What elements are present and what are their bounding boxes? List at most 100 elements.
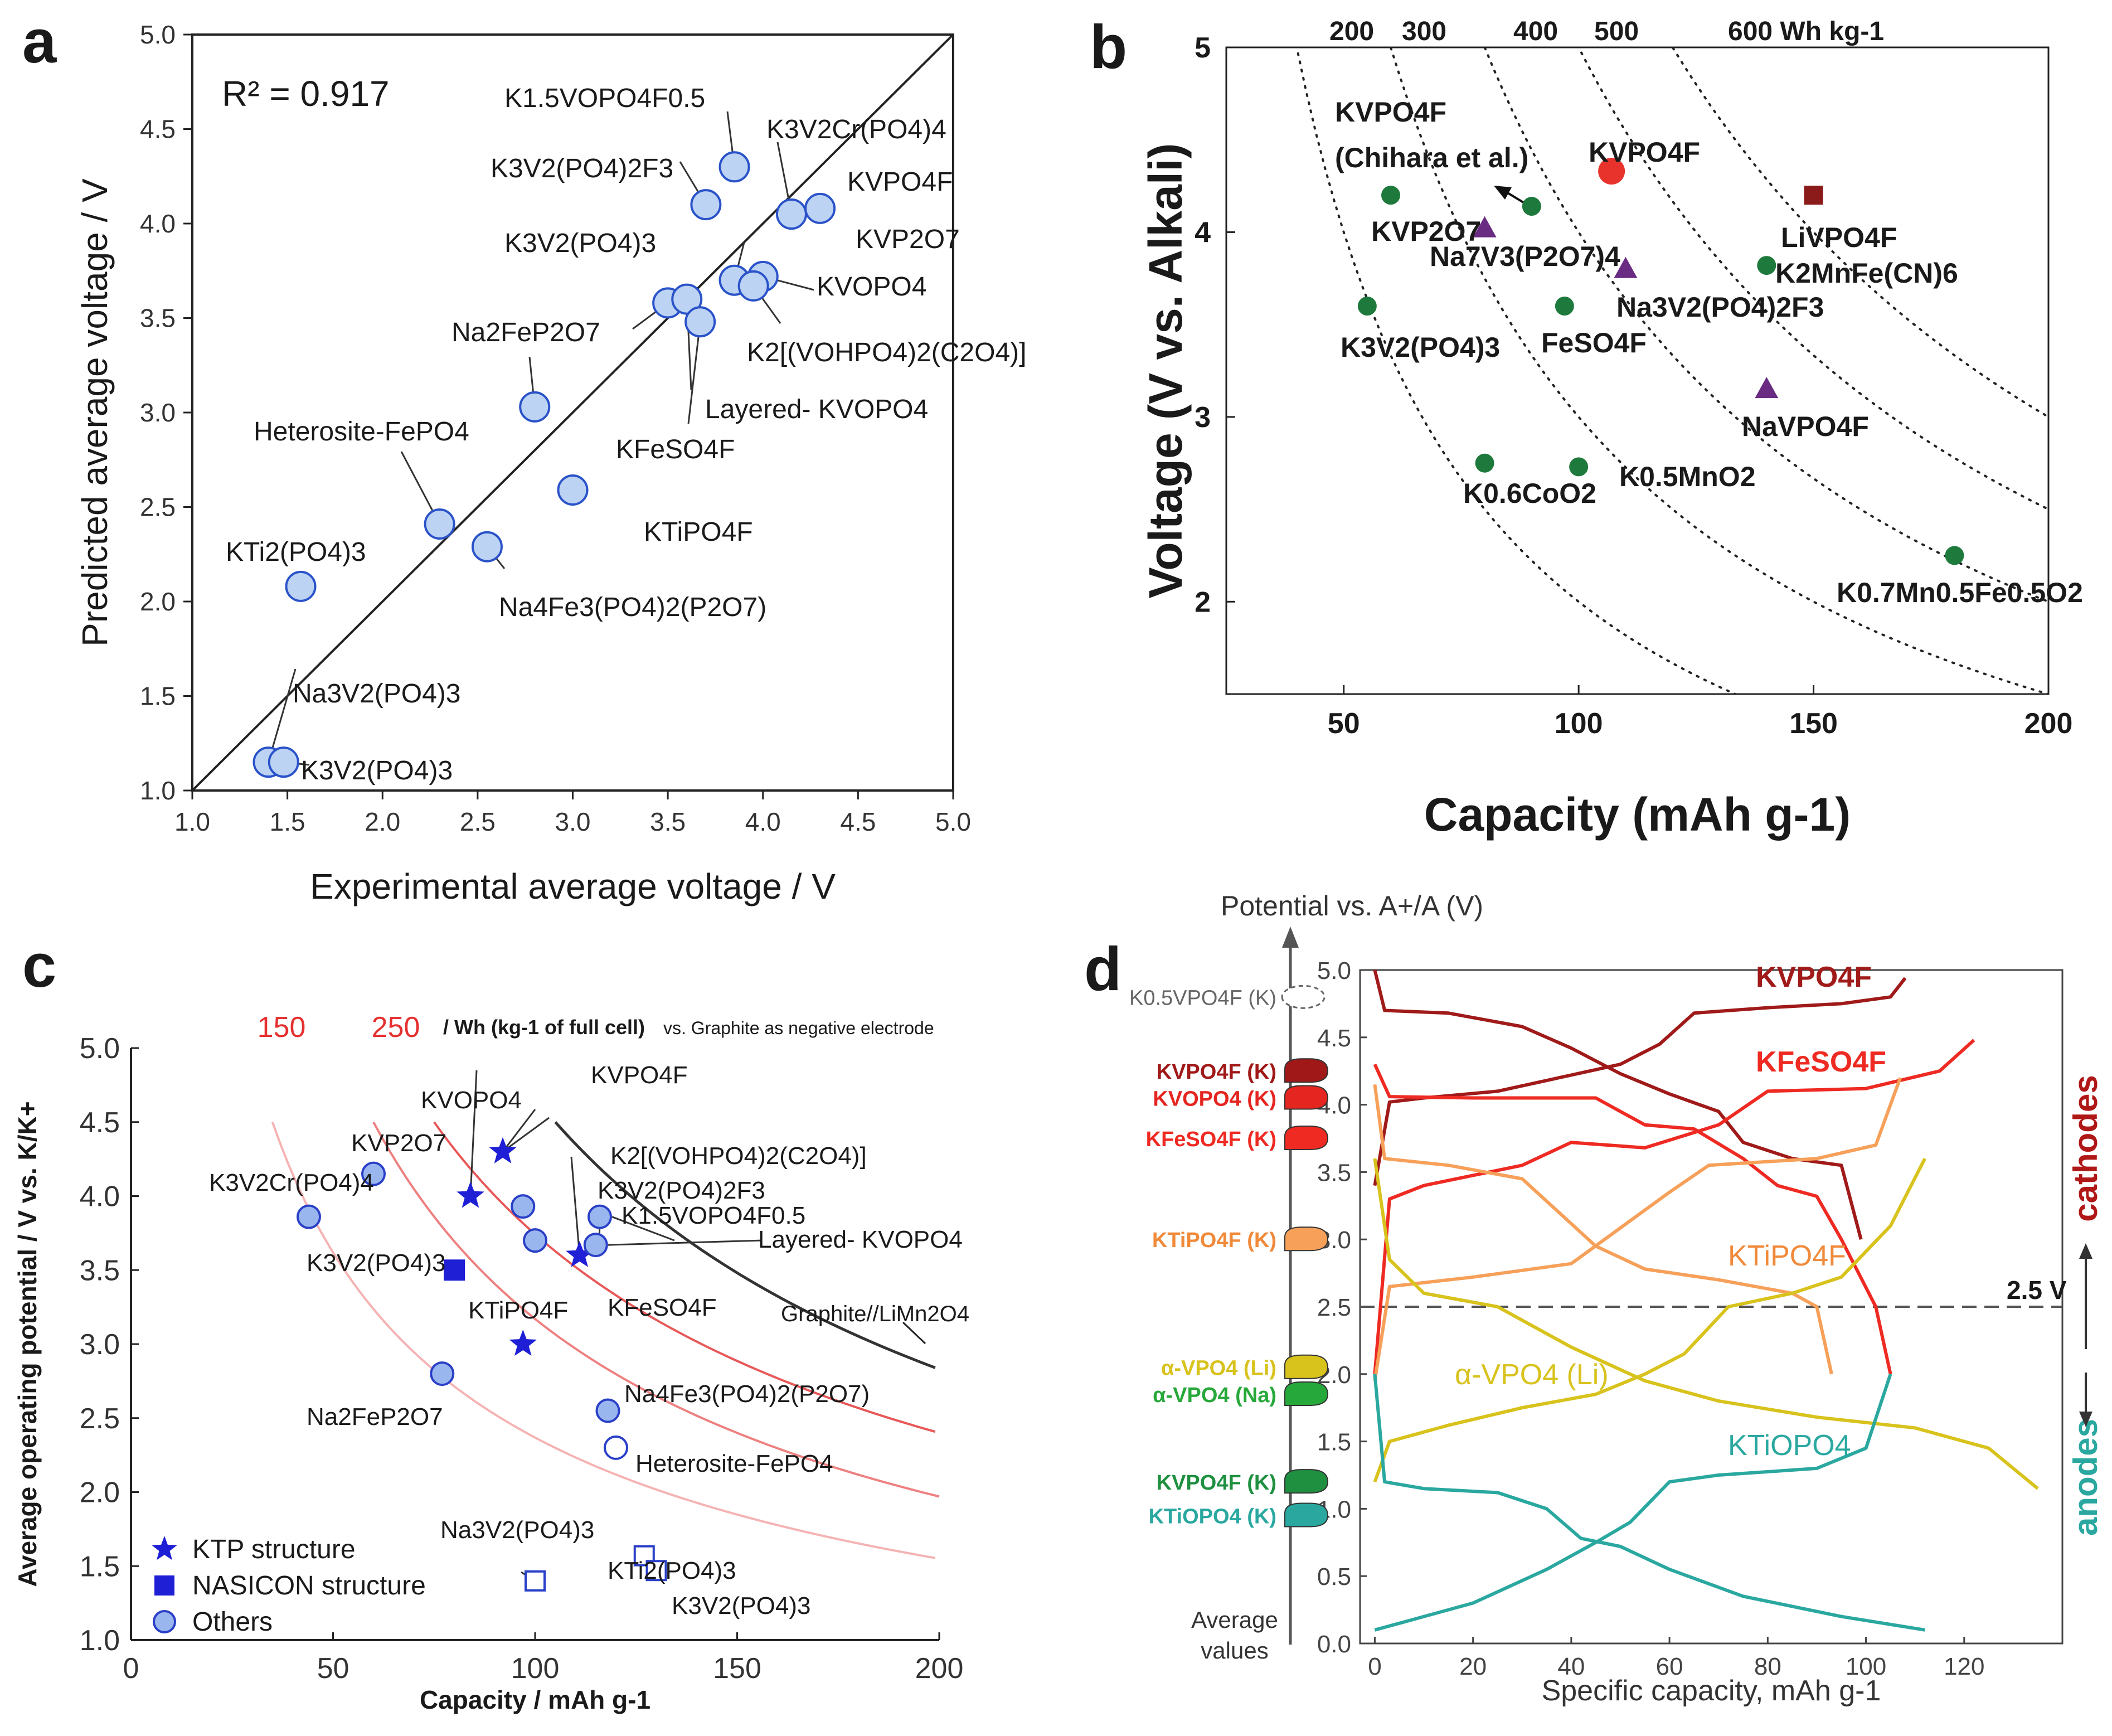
- x-tick-label: 3.0: [555, 807, 591, 836]
- data-point: [1555, 297, 1574, 316]
- leader-line: [902, 1321, 926, 1345]
- average-label: KVPO4F (K): [1157, 1060, 1276, 1084]
- data-point: [690, 189, 722, 221]
- series-line-discharge: [1373, 1084, 1833, 1375]
- data-point: [297, 1204, 321, 1229]
- data-point: [1614, 256, 1638, 278]
- data-point: [430, 1361, 455, 1386]
- average-label: α-VPO4 (Li): [1161, 1357, 1276, 1380]
- point-label: NaVPO4F: [1742, 411, 1869, 442]
- data-point: [775, 198, 807, 230]
- point-label: K1.5VOPO4F0.5: [504, 84, 705, 113]
- legend-label: KTP structure: [192, 1535, 356, 1564]
- leader-line: [611, 1216, 675, 1242]
- point-label: KVPO4F: [1589, 137, 1700, 168]
- point-label: KFeSO4F: [616, 435, 735, 464]
- average-label: KVPO4F (K): [1157, 1471, 1276, 1495]
- average-label: K0.5VPO4F (K): [1129, 986, 1276, 1010]
- legend-symbol-nasicon: [154, 1575, 174, 1596]
- point-label: KTi2(PO4)3: [608, 1557, 736, 1584]
- legend-symbol-ktp: [152, 1536, 177, 1560]
- y-tick-label: 2.5: [1317, 1294, 1351, 1321]
- y-tick-label: 5.0: [140, 20, 176, 49]
- y-axis-label: Voltage (V vs. Alkali): [1139, 143, 1192, 599]
- chart-d: 0 20 40 60 80 100 1200.00.51.01.52.02.53.03.54…: [1129, 890, 2104, 1707]
- data-point: [604, 1435, 628, 1460]
- data-point: [1357, 297, 1377, 316]
- point-label: Na2FeP2O7: [451, 318, 600, 347]
- plot-frame: [1359, 969, 2064, 1645]
- y-tick-label: 2.5: [140, 493, 176, 522]
- point-label: Na3V2(PO4)3: [293, 679, 460, 709]
- x-tick-label: 1.5: [270, 807, 305, 836]
- energy-contour: [1577, 47, 2048, 511]
- point-label: Na2FeP2O7: [307, 1403, 443, 1430]
- data-point: [1598, 158, 1625, 185]
- values-caption: values: [1201, 1637, 1268, 1664]
- y-tick-label: 4: [1195, 216, 1211, 249]
- energy-contour: [1671, 47, 2048, 419]
- average-label: α-VPO4 (Na): [1153, 1384, 1276, 1407]
- x-tick-label: 150: [713, 1652, 761, 1685]
- anodes-arrow-head: [2079, 1412, 2092, 1427]
- series-line-discharge: [1373, 1158, 2039, 1490]
- data-point: [583, 1233, 608, 1258]
- y-axis-label: Predicted average voltage / V: [75, 178, 115, 647]
- point-label: K3V2(PO4)3: [307, 1249, 445, 1277]
- data-point: [1757, 256, 1776, 275]
- point-label: K3V2(PO4)2F3: [598, 1177, 765, 1204]
- average-marker: [1284, 1085, 1329, 1110]
- energy-label: 200: [1329, 17, 1374, 46]
- series-line-charge: [1373, 1157, 1926, 1483]
- point-label: KTiPO4F: [644, 517, 753, 547]
- leader-line: [502, 1117, 550, 1153]
- data-point: [588, 1204, 612, 1229]
- average-marker: [1284, 1226, 1329, 1252]
- x-tick-label: 2.0: [365, 807, 400, 836]
- data-point: [523, 1228, 547, 1253]
- panel-letter-d: d: [1084, 935, 1121, 1003]
- chart-b: 50 100 150 200 2 3 4 5 Capacity (mAh g-1) Voltage…: [1139, 17, 2083, 841]
- x-tick-label: 50: [1328, 707, 1360, 740]
- y-tick-label: 4.5: [140, 115, 176, 144]
- y-tick-label: 1.0: [80, 1625, 120, 1657]
- point-label: KVOPO4: [817, 272, 926, 302]
- data-point: [1473, 216, 1497, 237]
- x-tick-label: 1.0: [174, 807, 210, 836]
- y-tick-label: 0.5: [1317, 1563, 1351, 1590]
- data-point: [444, 1259, 465, 1281]
- point-label: K3V2Cr(PO4)4: [766, 115, 946, 144]
- x-tick-label: 100: [511, 1652, 560, 1685]
- point-label: FeSO4F: [1541, 327, 1647, 358]
- average-marker: [1284, 1469, 1329, 1494]
- point-label: K3V2Cr(PO4)4: [209, 1169, 374, 1196]
- point-label: K2[(VOHPO4)2(C2O4)]: [610, 1142, 867, 1170]
- x-tick-label: 150: [1789, 707, 1838, 740]
- x-tick-label: 4.0: [745, 807, 781, 836]
- point-label: KVPO4F: [847, 167, 953, 197]
- series-line-charge: [1373, 1039, 1975, 1375]
- panel-letter-c: c: [22, 932, 56, 1000]
- series-label: KVPO4F: [1756, 961, 1872, 993]
- energy-note-label: vs. Graphite as negative electrode: [663, 1018, 934, 1038]
- point-label: K2MnFe(CN)6: [1775, 258, 1958, 289]
- series-label: KFeSO4F: [1756, 1046, 1886, 1078]
- series-line-discharge: [1373, 969, 1863, 1240]
- point-label: K3V2(PO4)3: [301, 756, 453, 785]
- data-point: [1522, 197, 1541, 216]
- y-axis-label: Average operating potential / V vs. K/K+: [13, 1101, 42, 1587]
- y-tick-label: 4.0: [80, 1181, 120, 1213]
- potential-axis-arrow: [1282, 927, 1299, 948]
- x-tick-label: 3.5: [650, 807, 686, 836]
- data-point: [718, 151, 750, 183]
- point-label: KFeSO4F: [608, 1294, 717, 1321]
- point-label: KVP2O7: [856, 225, 960, 254]
- average-caption: Average: [1191, 1607, 1278, 1633]
- series-label: KTiOPO4: [1728, 1429, 1851, 1462]
- legend-label: Others: [192, 1607, 273, 1637]
- x-tick-label: 100: [1555, 707, 1603, 740]
- leader-line: [469, 1070, 478, 1196]
- leader-line: [608, 1239, 761, 1246]
- average-marker: [1284, 1354, 1329, 1379]
